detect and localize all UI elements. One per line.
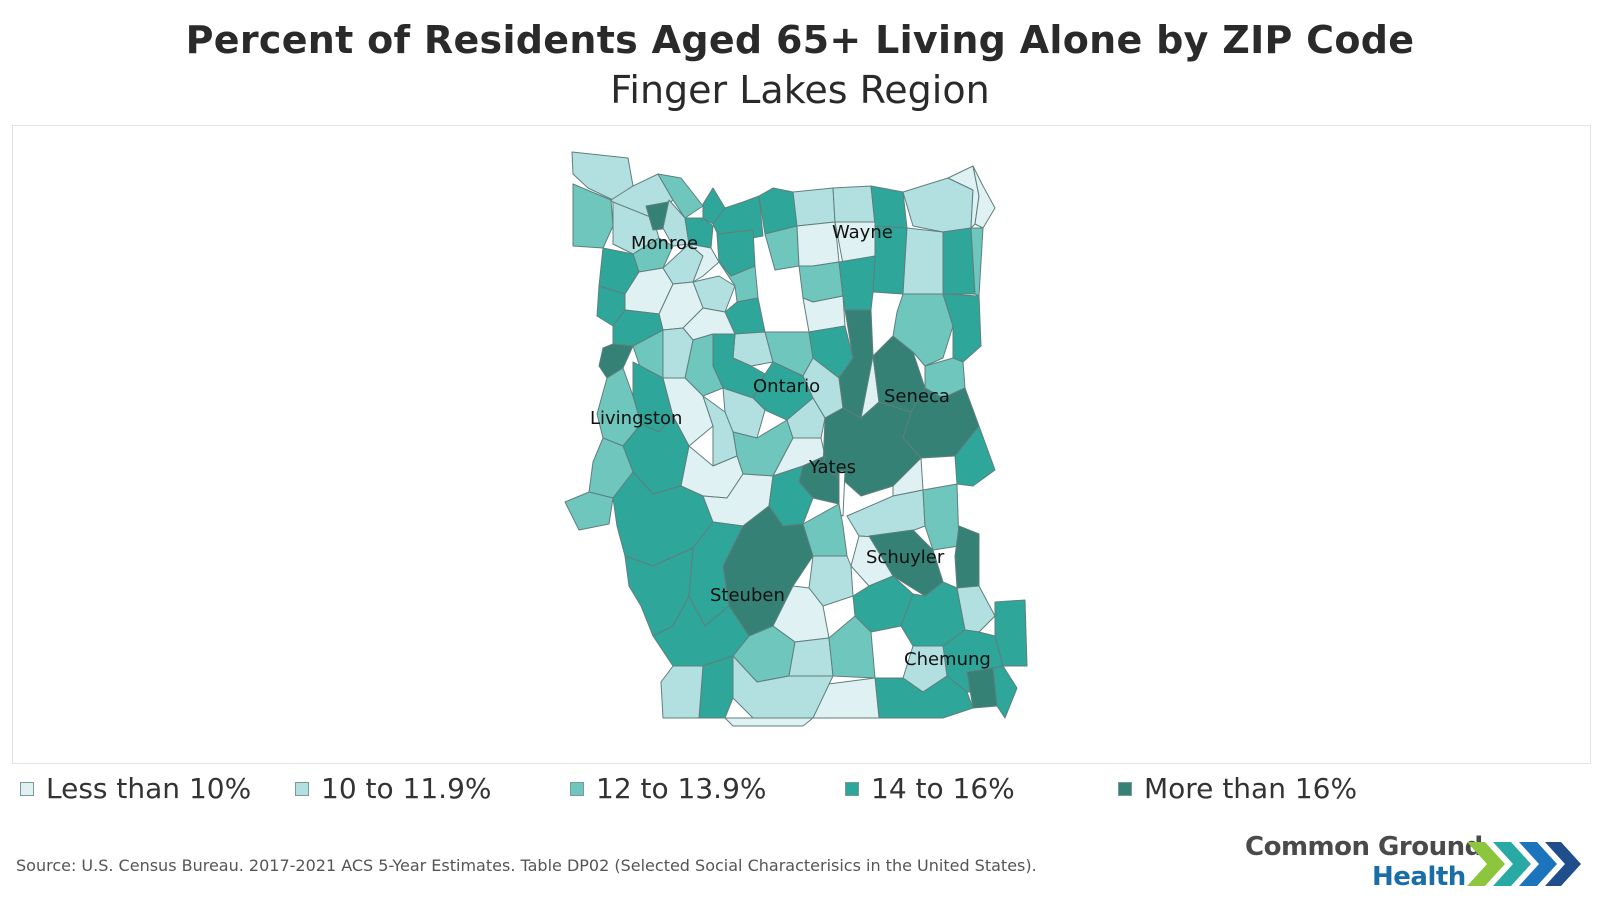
zip-region[interactable] xyxy=(572,183,614,249)
common-ground-health-logo: Common Ground Health xyxy=(1245,832,1590,894)
zip-region[interactable] xyxy=(732,655,834,719)
legend-label: More than 16% xyxy=(1144,772,1358,805)
zip-region[interactable] xyxy=(724,717,814,727)
county-label-yates: Yates xyxy=(808,457,856,478)
zip-region[interactable] xyxy=(802,503,848,557)
legend-item-less-than-10[interactable]: Less than 10% xyxy=(20,772,251,805)
source-note: Source: U.S. Census Bureau. 2017-2021 AC… xyxy=(16,856,1037,875)
legend-label: 14 to 16% xyxy=(871,772,1015,805)
chart-title: Percent of Residents Aged 65+ Living Alo… xyxy=(185,18,1415,62)
zip-region[interactable] xyxy=(786,397,826,439)
legend-swatch xyxy=(1118,781,1132,796)
legend-item-14-to-16[interactable]: 14 to 16% xyxy=(845,772,1015,805)
map-panel[interactable]: Monroe Wayne Ontario Seneca Livingston Y… xyxy=(12,125,1591,764)
county-label-steuben: Steuben xyxy=(710,585,785,606)
legend-swatch xyxy=(295,781,309,796)
zip-region[interactable] xyxy=(994,599,1028,667)
legend-label: 10 to 11.9% xyxy=(321,772,492,805)
legend-item-10-to-11-9[interactable]: 10 to 11.9% xyxy=(295,772,492,805)
legend: Less than 10% 10 to 11.9% 12 to 13.9% 14… xyxy=(20,772,1580,812)
county-label-monroe: Monroe xyxy=(631,233,698,254)
legend-item-12-to-13-9[interactable]: 12 to 13.9% xyxy=(570,772,767,805)
zip-region[interactable] xyxy=(564,491,614,531)
zip-region[interactable] xyxy=(838,470,846,517)
zip-region[interactable] xyxy=(902,177,974,233)
county-label-livingston: Livingston xyxy=(590,408,682,429)
legend-swatch xyxy=(20,781,34,796)
logo-text-line1: Common Ground xyxy=(1245,832,1483,862)
legend-swatch xyxy=(570,781,584,796)
choropleth-map[interactable]: Monroe Wayne Ontario Seneca Livingston Y… xyxy=(13,126,1590,763)
zip-region[interactable] xyxy=(902,227,944,295)
zip-region[interactable] xyxy=(922,483,960,551)
chart-subtitle: Finger Lakes Region xyxy=(610,68,990,112)
zip-region[interactable] xyxy=(662,199,690,247)
zip-region[interactable] xyxy=(832,185,876,223)
county-label-chemung: Chemung xyxy=(904,649,991,670)
zip-region[interactable] xyxy=(684,217,714,249)
zip-region[interactable] xyxy=(698,655,734,719)
zip-region[interactable] xyxy=(872,225,908,295)
county-label-ontario: Ontario xyxy=(753,376,820,397)
zip-region[interactable] xyxy=(954,425,996,487)
zip-region[interactable] xyxy=(688,243,720,283)
zip-region[interactable] xyxy=(874,675,974,719)
legend-label: 12 to 13.9% xyxy=(596,772,767,805)
logo-chevrons-icon xyxy=(1467,842,1581,886)
zip-region[interactable] xyxy=(657,173,704,219)
zip-region[interactable] xyxy=(956,585,996,633)
legend-swatch xyxy=(845,781,859,796)
zip-region[interactable] xyxy=(992,665,1018,719)
zip-region[interactable] xyxy=(792,187,836,227)
zip-region[interactable] xyxy=(942,227,976,295)
zip-region[interactable] xyxy=(838,255,876,311)
zip-region[interactable] xyxy=(798,261,844,303)
legend-item-more-than-16[interactable]: More than 16% xyxy=(1118,772,1357,805)
zip-region[interactable] xyxy=(764,225,800,271)
zip-region[interactable] xyxy=(966,667,998,709)
county-label-schuyler: Schuyler xyxy=(866,547,945,568)
zip-region[interactable] xyxy=(788,637,834,677)
zip-region[interactable] xyxy=(828,615,876,679)
zip-region[interactable] xyxy=(802,295,846,333)
zip-region[interactable] xyxy=(954,525,980,589)
county-label-wayne: Wayne xyxy=(832,222,893,243)
legend-label: Less than 10% xyxy=(46,772,252,805)
logo-text-line2: Health xyxy=(1372,862,1466,892)
county-label-seneca: Seneca xyxy=(884,386,950,407)
zip-region[interactable] xyxy=(660,665,704,719)
